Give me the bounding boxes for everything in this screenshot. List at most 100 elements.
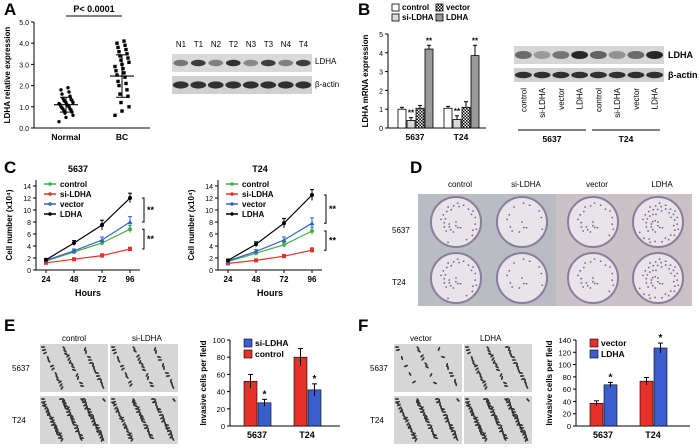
e-micrograph-cell [68, 359, 72, 365]
panel-f-letter: F [358, 316, 369, 335]
d-colony [661, 296, 663, 299]
c-legend-label: vector [60, 200, 84, 209]
f-micrograph-cell [510, 352, 512, 358]
e-micrograph-cell [149, 385, 155, 387]
f-micrograph-cell [516, 422, 520, 426]
f-micrograph-cell [394, 398, 400, 400]
bar-y-tick-label: 120 [558, 348, 571, 357]
d-colony [459, 226, 462, 229]
f-micrograph-cell [453, 435, 457, 439]
bar-y-tick-label: 100 [558, 361, 571, 370]
b-legend-label: control [402, 3, 429, 12]
bar-legend-swatch [243, 338, 253, 348]
c-legend-label: LDHA [60, 210, 82, 219]
c-series-line [45, 248, 131, 264]
e-micrograph-cell [50, 424, 56, 426]
panel-a-lane-label: T2 [228, 40, 239, 49]
e-micrograph-cell [85, 349, 87, 355]
panel-e-col-si-ldha: si-LDHA [132, 334, 162, 343]
d-colony [579, 213, 582, 216]
f-micrograph-cell [477, 424, 481, 430]
f-micrograph-cell [522, 432, 526, 436]
a-point-bc [125, 52, 129, 56]
bar [639, 380, 654, 427]
d-colony [522, 226, 525, 229]
e-micrograph-cell [44, 406, 48, 410]
e-micrograph-cell [128, 380, 132, 384]
f-micrograph-cell [403, 364, 409, 368]
c-x-tick-label: 96 [308, 275, 317, 284]
e-micrograph-cell [56, 430, 58, 436]
f-micrograph-cell [444, 416, 448, 420]
bar-legend-swatch [243, 349, 253, 359]
d-colony [612, 228, 615, 231]
b-x-tick-label: T24 [454, 132, 469, 142]
c-x-tick-label: 24 [224, 275, 233, 284]
d-colony [538, 210, 540, 212]
f-micrograph-cell [445, 419, 449, 423]
b-ldha-band-lane [514, 51, 532, 59]
f-micrograph-cell [508, 406, 512, 410]
e-micrograph-cell [87, 359, 93, 361]
c-point [226, 258, 230, 263]
a-pvalue: P< 0.0001 [73, 4, 114, 14]
e-micrograph-cell [141, 417, 143, 423]
d-colony [674, 266, 676, 268]
panel-d-col-label: LDHA [651, 180, 673, 189]
d-colony [608, 234, 611, 237]
d-colony [669, 264, 672, 267]
d-colony [593, 202, 596, 205]
d-colony [654, 275, 657, 278]
f-micrograph-cell [500, 375, 504, 381]
e-micrograph-cell [122, 422, 126, 426]
d-colony [472, 266, 474, 268]
f-micrograph-cell [412, 380, 416, 384]
bar [293, 356, 308, 427]
c-series-line [227, 194, 313, 261]
a-point-bc [115, 41, 119, 45]
panel-f-bar-chart: 0 20 40 60 80 100 120 140 Invasive cells per fie… [545, 333, 690, 440]
e-micrograph-cell [136, 354, 140, 358]
c-y-tick-label: 0 [209, 268, 213, 275]
f-micrograph-cell [483, 383, 487, 387]
e-micrograph-cell [133, 401, 135, 407]
d-colony [667, 238, 670, 241]
d-colony [654, 204, 657, 207]
b-lane-label: si-LDHA [613, 87, 622, 117]
b-bar [406, 120, 416, 129]
e-micrograph-cell [41, 401, 45, 405]
bar [257, 402, 272, 427]
d-colony [677, 284, 680, 287]
bar-legend-label: LDHA [601, 349, 625, 359]
f-micrograph-cell [518, 424, 522, 428]
f-micrograph-cell [495, 368, 501, 372]
d-colony [611, 272, 614, 275]
e-micrograph-cell [56, 433, 62, 437]
f-micrograph-cell [526, 398, 530, 402]
f-micrograph-cell [475, 367, 479, 371]
d-colony [648, 238, 650, 240]
d-colony [676, 223, 679, 226]
a-point-normal [60, 92, 64, 96]
d-colony [651, 220, 654, 223]
f-micrograph-cell [472, 417, 478, 421]
c-x-tick-label: 48 [252, 275, 261, 284]
a-point-bc [127, 105, 131, 109]
d-colony [458, 205, 461, 208]
bar-y-label: Invasive cells per field [545, 340, 554, 425]
e-micrograph-cell [143, 426, 149, 430]
bar-y-tick-label: 80 [563, 373, 571, 382]
f-micrograph-cell [455, 436, 459, 442]
d-colony [471, 290, 474, 293]
d-colony [467, 208, 470, 211]
c-legend-label: LDHA [242, 210, 264, 219]
bar [589, 402, 604, 427]
a-point-bc [117, 83, 121, 88]
f-micrograph-cell [395, 401, 399, 405]
bar-legend-label: vector [601, 338, 627, 348]
c-y-tick-label: 8 [209, 220, 213, 227]
a-x-tick-label: BC [116, 132, 128, 142]
c-sig-bracket [324, 194, 327, 224]
e-micrograph-cell [45, 409, 49, 413]
a-point-bc [119, 100, 123, 105]
